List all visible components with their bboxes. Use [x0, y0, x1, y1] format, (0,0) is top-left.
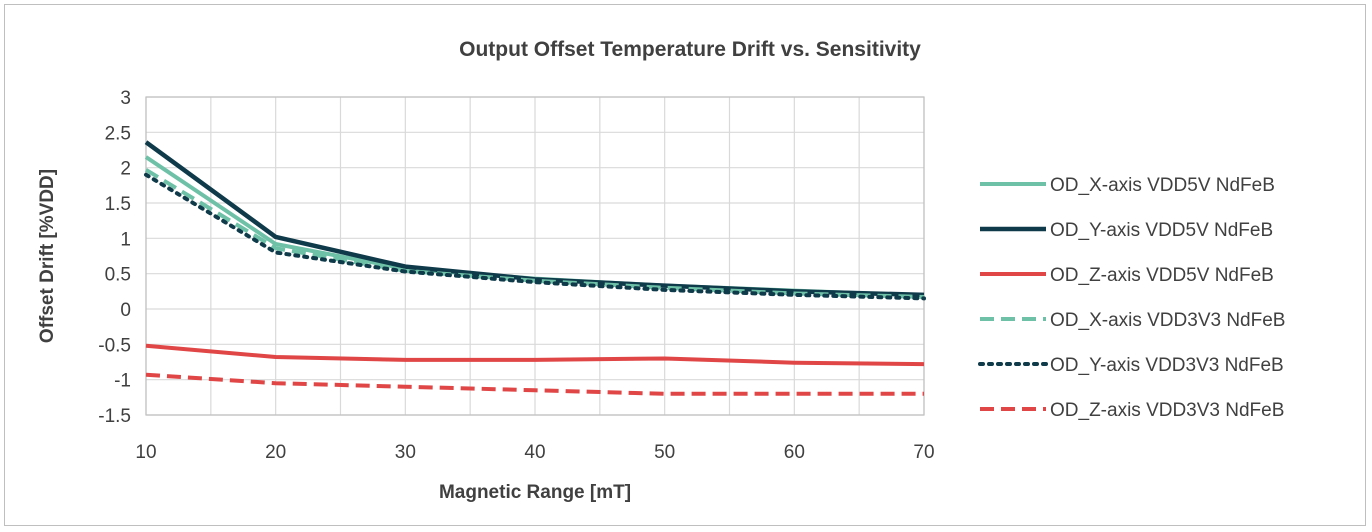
series-line-2	[144, 140, 925, 298]
legend-label-5: OD_Y-axis VDD3V3 NdFeB	[1050, 355, 1284, 376]
y-tick-label: -0.5	[98, 335, 131, 356]
y-axis-title: Offset Drift [%VDD]	[37, 169, 58, 343]
y-tick-label: 0.5	[105, 265, 131, 286]
series-lines	[144, 140, 926, 396]
x-tick-label: 10	[135, 442, 156, 463]
chart-area	[4, 4, 1366, 526]
legend-label-6: OD_Z-axis VDD3V3 NdFeB	[1050, 400, 1284, 421]
y-tick-label: 1.5	[105, 194, 131, 215]
x-tick-label: 20	[265, 442, 286, 463]
chart-title: Output Offset Temperature Drift vs. Sens…	[459, 38, 921, 61]
legend-label-3: OD_Z-axis VDD5V NdFeB	[1050, 265, 1274, 286]
x-tick-label: 60	[784, 442, 805, 463]
x-tick-label: 40	[524, 442, 545, 463]
series-line-4	[144, 168, 925, 299]
x-tick-label: 50	[654, 442, 675, 463]
y-tick-label: 0	[120, 300, 131, 321]
y-tick-label: -1	[114, 371, 131, 392]
y-tick-label: 2.5	[105, 123, 131, 144]
x-tick-label: 70	[913, 442, 934, 463]
legend-label-2: OD_Y-axis VDD5V NdFeB	[1050, 220, 1273, 241]
legend: OD_X-axis VDD5V NdFeB OD_Y-axis VDD5V NdF…	[978, 175, 1285, 421]
legend-label-1: OD_X-axis VDD5V NdFeB	[1050, 175, 1275, 196]
series-line-6	[145, 372, 924, 396]
legend-label-4: OD_X-axis VDD3V3 NdFeB	[1050, 310, 1285, 331]
y-tick-label: 1	[120, 229, 131, 250]
x-tick-label: 30	[395, 442, 416, 463]
series-line-5	[144, 172, 926, 301]
tick-labels: -1.5 -1 -0.5 0 0.5 1 1.5 2 2.5 3 10 20 30 40 50 60 70	[98, 88, 934, 463]
plot-border	[145, 96, 925, 416]
y-tick-label: 2	[120, 159, 131, 180]
series-line-3	[145, 343, 925, 367]
grid	[145, 96, 925, 416]
x-axis-title: Magnetic Range [mT]	[439, 482, 631, 503]
y-tick-label: 3	[120, 88, 131, 109]
y-tick-label: -1.5	[98, 406, 131, 427]
